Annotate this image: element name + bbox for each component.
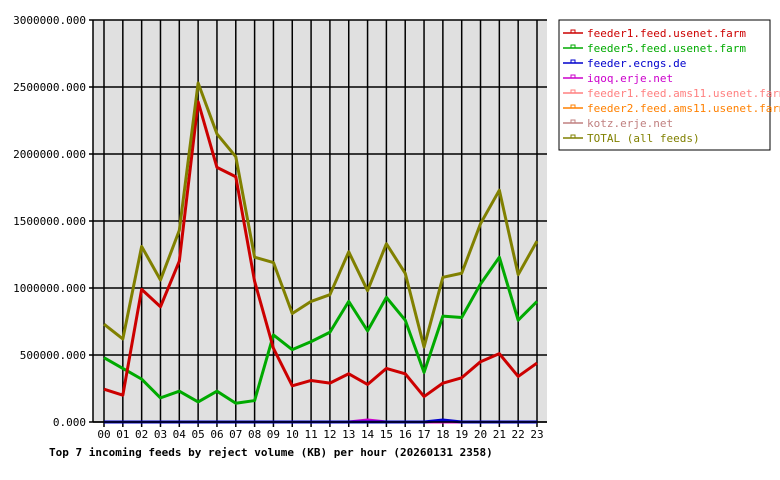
x-tick-label: 01: [116, 428, 129, 441]
x-tick-label: 17: [417, 428, 430, 441]
grid: [89, 19, 547, 427]
x-tick-label: 23: [530, 428, 543, 441]
x-tick-label: 14: [361, 428, 375, 441]
legend-label: feeder1.feed.ams11.usenet.farm: [587, 87, 780, 100]
x-tick-label: 16: [399, 428, 412, 441]
x-tick-label: 00: [97, 428, 110, 441]
chart-title: Top 7 incoming feeds by reject volume (K…: [49, 446, 493, 459]
legend-marker: [570, 89, 576, 94]
y-tick-label: 1000000.000: [13, 282, 86, 295]
x-tick-label: 05: [192, 428, 205, 441]
y-tick-label: 2500000.000: [13, 81, 86, 94]
x-tick-label: 07: [229, 428, 242, 441]
x-tick-label: 02: [135, 428, 148, 441]
x-tick-label: 18: [436, 428, 449, 441]
x-tick-label: 04: [173, 428, 187, 441]
y-tick-label: 500000.000: [20, 349, 86, 362]
legend-marker: [570, 104, 576, 109]
series-line-1: [103, 255, 539, 405]
y-tick-label: 3000000.000: [13, 14, 86, 27]
legend: feeder1.feed.usenet.farm feeder5.feed.use…: [558, 19, 780, 151]
legend-box: [558, 19, 771, 151]
x-tick-label: 19: [455, 428, 468, 441]
x-tick-label: 11: [304, 428, 317, 441]
x-tick-label: 10: [286, 428, 299, 441]
axes: 00 01 02 03 04 05 06 07 08 09 10 11 12 13 14 15 16 17 18 19…: [13, 14, 547, 441]
legend-label: feeder5.feed.usenet.farm: [587, 42, 746, 55]
x-tick-label: 13: [342, 428, 355, 441]
x-tick-label: 22: [512, 428, 525, 441]
legend-label: iqoq.erje.net: [587, 72, 673, 85]
y-tick-label: 0.000: [53, 416, 86, 429]
x-tick-label: 09: [267, 428, 280, 441]
x-tick-label: 20: [474, 428, 487, 441]
legend-marker: [570, 29, 576, 34]
y-tick-label: 2000000.000: [13, 148, 86, 161]
x-tick-label: 15: [380, 428, 393, 441]
legend-marker: [570, 74, 576, 79]
legend-label: feeder1.feed.usenet.farm: [587, 27, 746, 40]
series-line-0: [103, 100, 538, 399]
legend-marker: [570, 119, 576, 124]
x-tick-label: 03: [154, 428, 167, 441]
legend-label: kotz.erje.net: [587, 117, 673, 130]
legend-label: feeder.ecngs.de: [587, 57, 686, 70]
legend-marker: [570, 44, 576, 49]
legend-marker: [570, 59, 576, 64]
legend-marker: [570, 134, 576, 139]
x-tick-label: 08: [248, 428, 261, 441]
x-tick-label: 06: [210, 428, 223, 441]
legend-label: TOTAL (all feeds): [587, 132, 700, 145]
series-line-7: [103, 81, 539, 349]
y-tick-label: 1500000.000: [13, 215, 86, 228]
x-tick-label: 12: [323, 428, 336, 441]
legend-label: feeder2.feed.ams11.usenet.farm: [587, 102, 780, 115]
x-tick-label: 21: [493, 428, 506, 441]
